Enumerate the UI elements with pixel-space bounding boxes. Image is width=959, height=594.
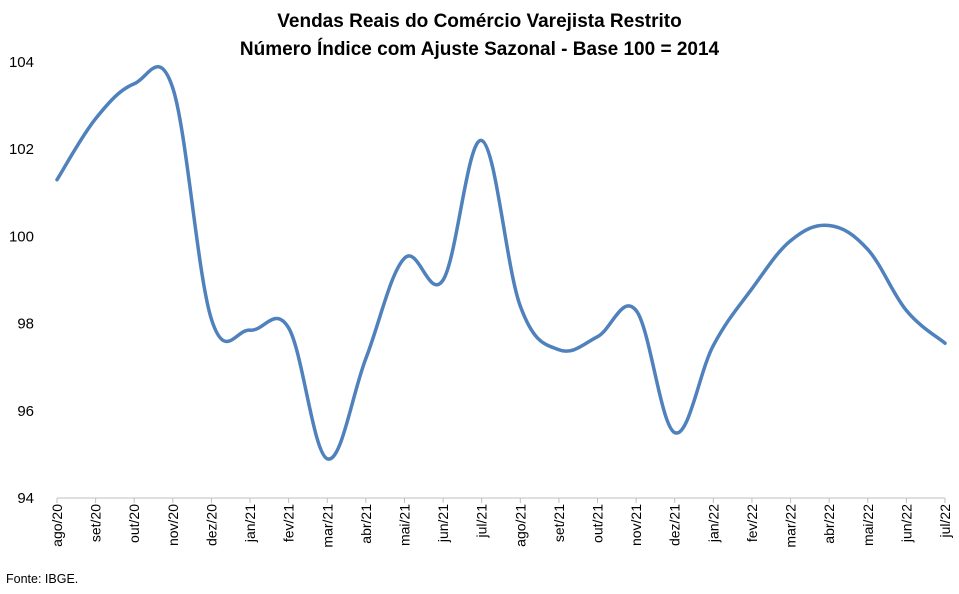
x-tick-label: out/20 [126,504,142,543]
x-tick-label: dez/20 [203,504,219,546]
data-point [673,431,677,435]
source-note: Fonte: IBGE. [6,572,79,586]
data-points [55,82,947,461]
x-tick-label: out/21 [590,504,606,543]
data-point [325,457,329,461]
data-point [480,138,484,142]
x-tick-label: nov/20 [165,504,181,546]
y-tick-label: 104 [9,54,34,71]
data-point [943,341,947,345]
x-tick-label: jan/21 [242,504,258,543]
x-tick-label: abr/22 [821,504,837,544]
data-point [209,317,213,321]
chart-subtitle: Número Índice com Ajuste Sazonal - Base … [239,39,720,60]
y-tick-label: 100 [9,228,34,245]
x-tick-label: jan/22 [705,504,721,543]
x-axis-labels: ago/20 set/20 out/20 nov/20 dez/20 jan/21 fev/… [49,504,953,548]
x-axis-tick-marks [56,498,946,503]
data-point [132,82,136,86]
data-point [596,335,600,339]
data-point [287,326,291,330]
data-point [248,328,252,332]
x-tick-label: mar/21 [319,504,335,548]
data-point [789,239,793,243]
y-tick-label: 102 [9,141,34,158]
y-tick-label: 96 [17,403,34,420]
data-point [171,86,175,90]
data-point [364,356,368,360]
x-tick-label: jul/22 [937,504,953,539]
x-tick-label: fev/21 [281,504,297,542]
x-tick-label: set/21 [551,504,567,542]
data-point [904,309,908,313]
series-line [55,65,947,461]
y-axis-ticks: 94 96 98 100 102 104 [9,54,34,507]
data-point [402,256,406,260]
x-tick-label: set/20 [88,504,104,542]
y-tick-label: 94 [17,490,34,507]
data-point [557,348,561,352]
data-point [518,304,522,308]
data-point [866,247,870,251]
x-tick-label: dez/21 [667,504,683,546]
x-tick-label: abr/21 [358,504,374,544]
x-tick-label: nov/21 [628,504,644,546]
x-tick-label: ago/20 [49,504,65,547]
data-point [94,117,98,121]
x-tick-label: jun/21 [435,504,451,543]
data-point [55,178,59,182]
x-tick-label: mai/22 [860,504,876,546]
x-tick-label: mar/22 [783,504,799,548]
chart-title: Vendas Reais do Comércio Varejista Restr… [277,11,682,32]
data-point [827,224,831,227]
data-point [441,278,445,282]
x-tick-label: mai/21 [396,504,412,546]
data-point [634,309,638,313]
y-tick-label: 98 [17,316,34,333]
x-tick-label: fev/22 [744,504,760,542]
data-point [711,343,715,347]
x-tick-label: ago/21 [512,504,528,547]
x-tick-label: jul/21 [474,504,490,539]
chart-title-block: Vendas Reais do Comércio Varejista Restr… [0,8,959,64]
data-point [750,287,754,291]
x-tick-label: jun/22 [898,504,914,543]
